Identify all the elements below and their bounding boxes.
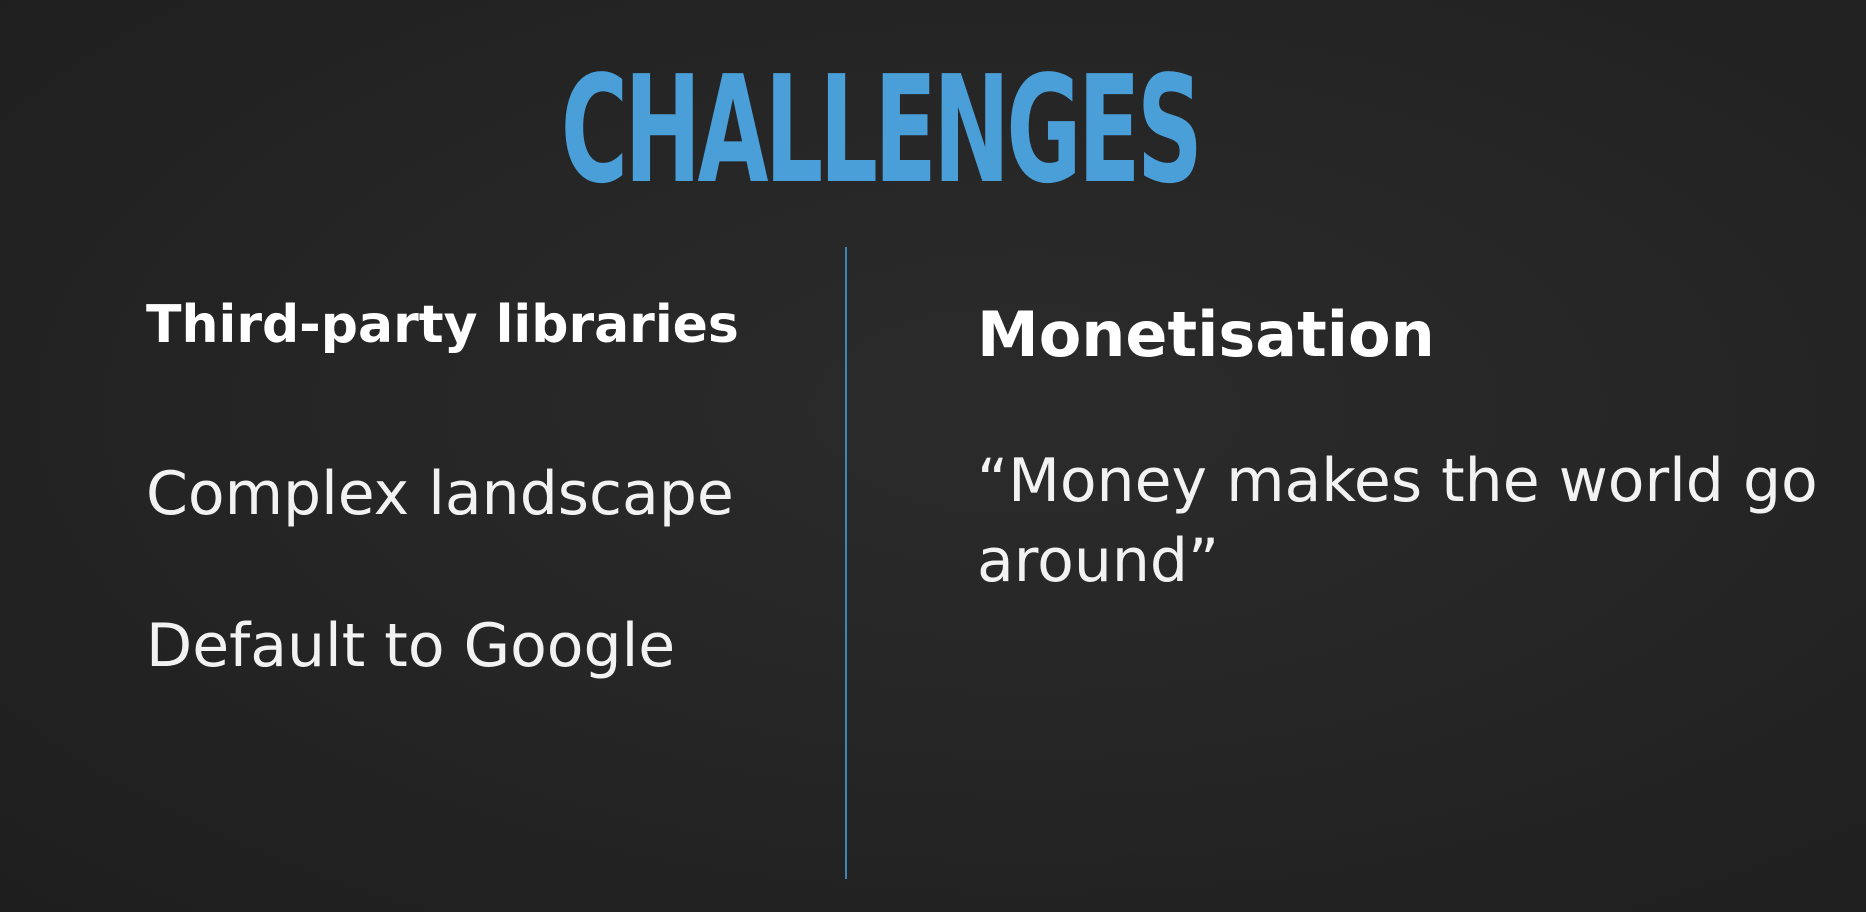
column-divider [845,247,847,879]
right-column-quote: “Money makes the world go around” [977,446,1818,596]
slide-title: CHALLENGES [560,44,1203,216]
left-column-item: Default to Google [146,611,676,681]
left-column-heading: Third-party libraries [146,295,739,355]
left-column-item: Complex landscape [146,459,734,529]
right-column-heading: Monetisation [977,298,1435,371]
